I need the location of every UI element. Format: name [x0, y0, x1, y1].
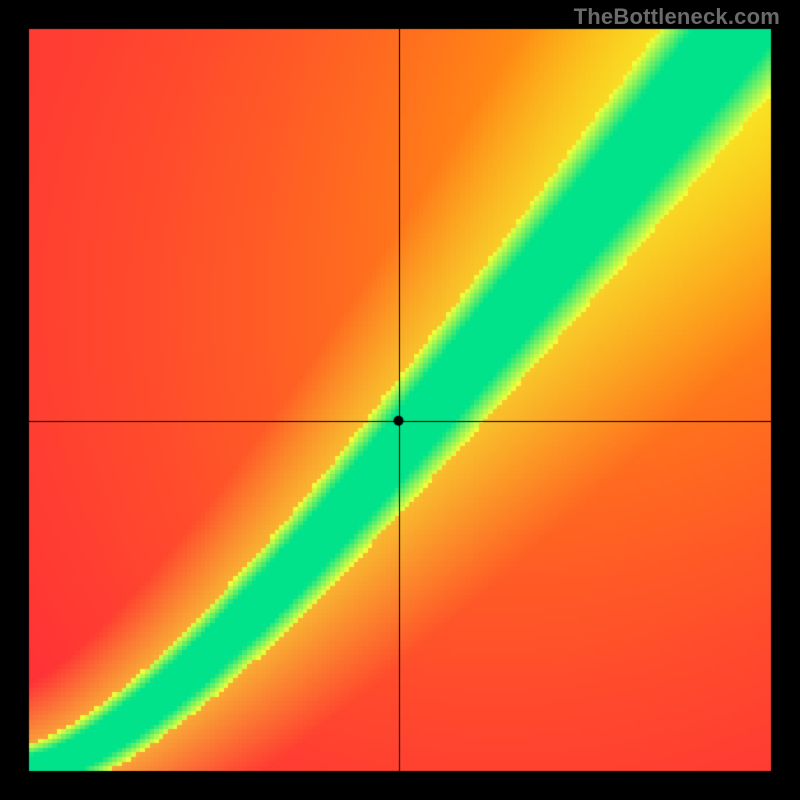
heatmap-canvas	[0, 0, 800, 800]
watermark-text: TheBottleneck.com	[574, 4, 780, 30]
figure-container: TheBottleneck.com	[0, 0, 800, 800]
